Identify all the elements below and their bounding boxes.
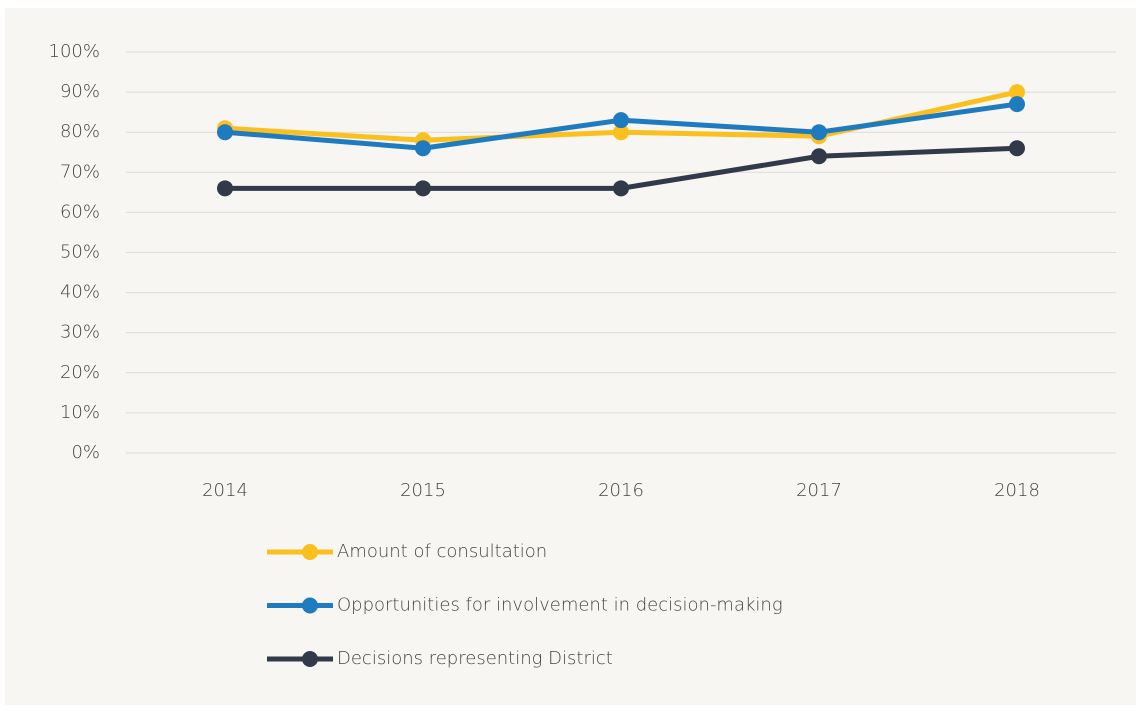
legend-label: Decisions representing District <box>337 648 613 669</box>
data-point <box>613 124 629 141</box>
data-point <box>1009 96 1025 113</box>
y-tick-label: 10% <box>60 402 100 423</box>
data-point <box>613 180 629 197</box>
y-tick-label: 0% <box>71 442 100 463</box>
data-point <box>1009 84 1025 101</box>
data-point <box>415 140 431 157</box>
data-point <box>613 112 629 129</box>
legend-marker <box>302 651 318 667</box>
data-point <box>217 124 233 141</box>
data-point <box>415 180 431 197</box>
x-tick-label: 2016 <box>598 480 644 501</box>
legend-label: Opportunities for involvement in decisio… <box>337 595 783 616</box>
chart-background <box>5 8 1136 705</box>
data-point <box>811 148 827 165</box>
data-point <box>811 124 827 141</box>
y-tick-label: 90% <box>60 81 100 102</box>
x-tick-label: 2014 <box>202 480 248 501</box>
x-tick-label: 2015 <box>400 480 446 501</box>
data-point <box>1009 140 1025 157</box>
legend-marker <box>302 544 318 560</box>
y-tick-label: 60% <box>60 201 100 222</box>
legend-marker <box>302 597 318 614</box>
x-tick-label: 2018 <box>994 480 1040 501</box>
x-tick-label: 2017 <box>796 480 842 501</box>
y-tick-label: 50% <box>60 242 100 263</box>
y-tick-label: 40% <box>60 282 100 303</box>
data-point <box>217 180 233 197</box>
y-tick-label: 20% <box>60 362 100 383</box>
y-tick-label: 100% <box>49 41 100 62</box>
y-tick-label: 80% <box>60 121 100 142</box>
y-tick-label: 70% <box>60 161 100 182</box>
y-tick-label: 30% <box>60 322 100 343</box>
legend-label: Amount of consultation <box>337 541 547 562</box>
